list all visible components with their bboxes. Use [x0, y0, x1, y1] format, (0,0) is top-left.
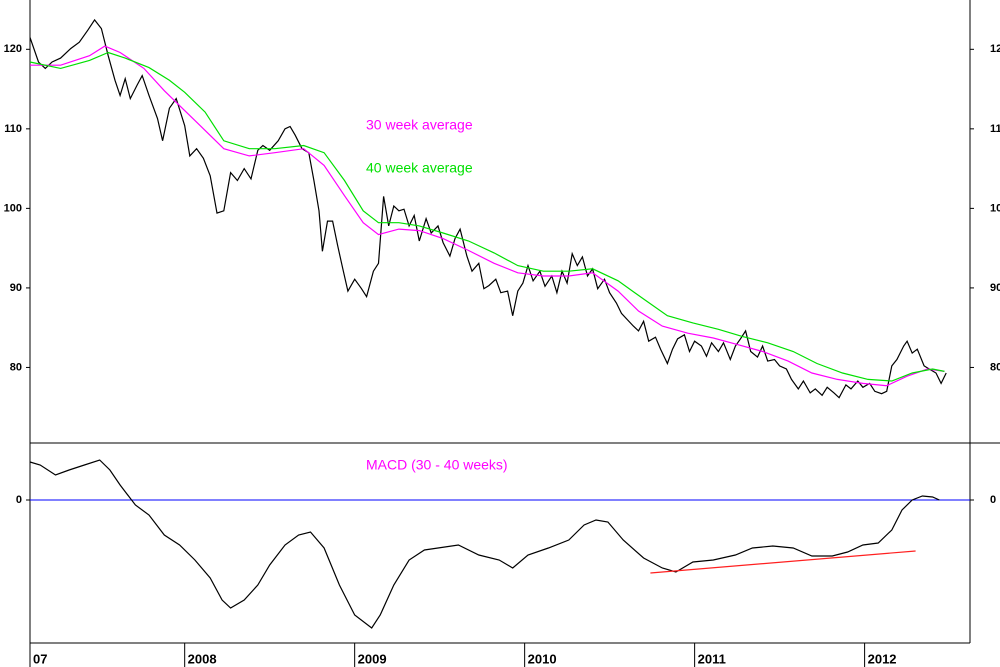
y-tick-label: 80 [990, 361, 1000, 373]
x-tick-label: 07 [33, 651, 47, 666]
y-tick-label: 110 [4, 123, 22, 135]
x-tick-label: 2012 [868, 651, 897, 666]
y-tick-label: 120 [4, 43, 22, 55]
legend-label: 30 week average [366, 117, 473, 133]
y-tick-label: 90 [990, 282, 1000, 294]
y-tick-label: 100 [4, 202, 22, 214]
x-tick-label: 2010 [528, 651, 557, 666]
x-tick-label: 2009 [358, 651, 387, 666]
series-line [30, 45, 945, 387]
y-tick-label: 100 [990, 202, 1000, 214]
y-tick-label: 0 [16, 494, 22, 506]
series-line [29, 51, 945, 382]
panel-title: MACD (30 - 40 weeks) [366, 457, 508, 473]
y-tick-label: 120 [990, 43, 1000, 55]
y-tick-label: 110 [990, 123, 1000, 135]
x-tick-label: 2008 [188, 651, 217, 666]
x-tick-label: 2011 [698, 651, 726, 666]
y-tick-label: 90 [10, 282, 22, 294]
y-tick-label: 80 [10, 361, 22, 373]
series-line [29, 18, 947, 399]
series-line [650, 550, 916, 574]
y-tick-label: 0 [990, 494, 996, 506]
legend-label: 40 week average [366, 160, 473, 176]
series-line [29, 459, 940, 629]
